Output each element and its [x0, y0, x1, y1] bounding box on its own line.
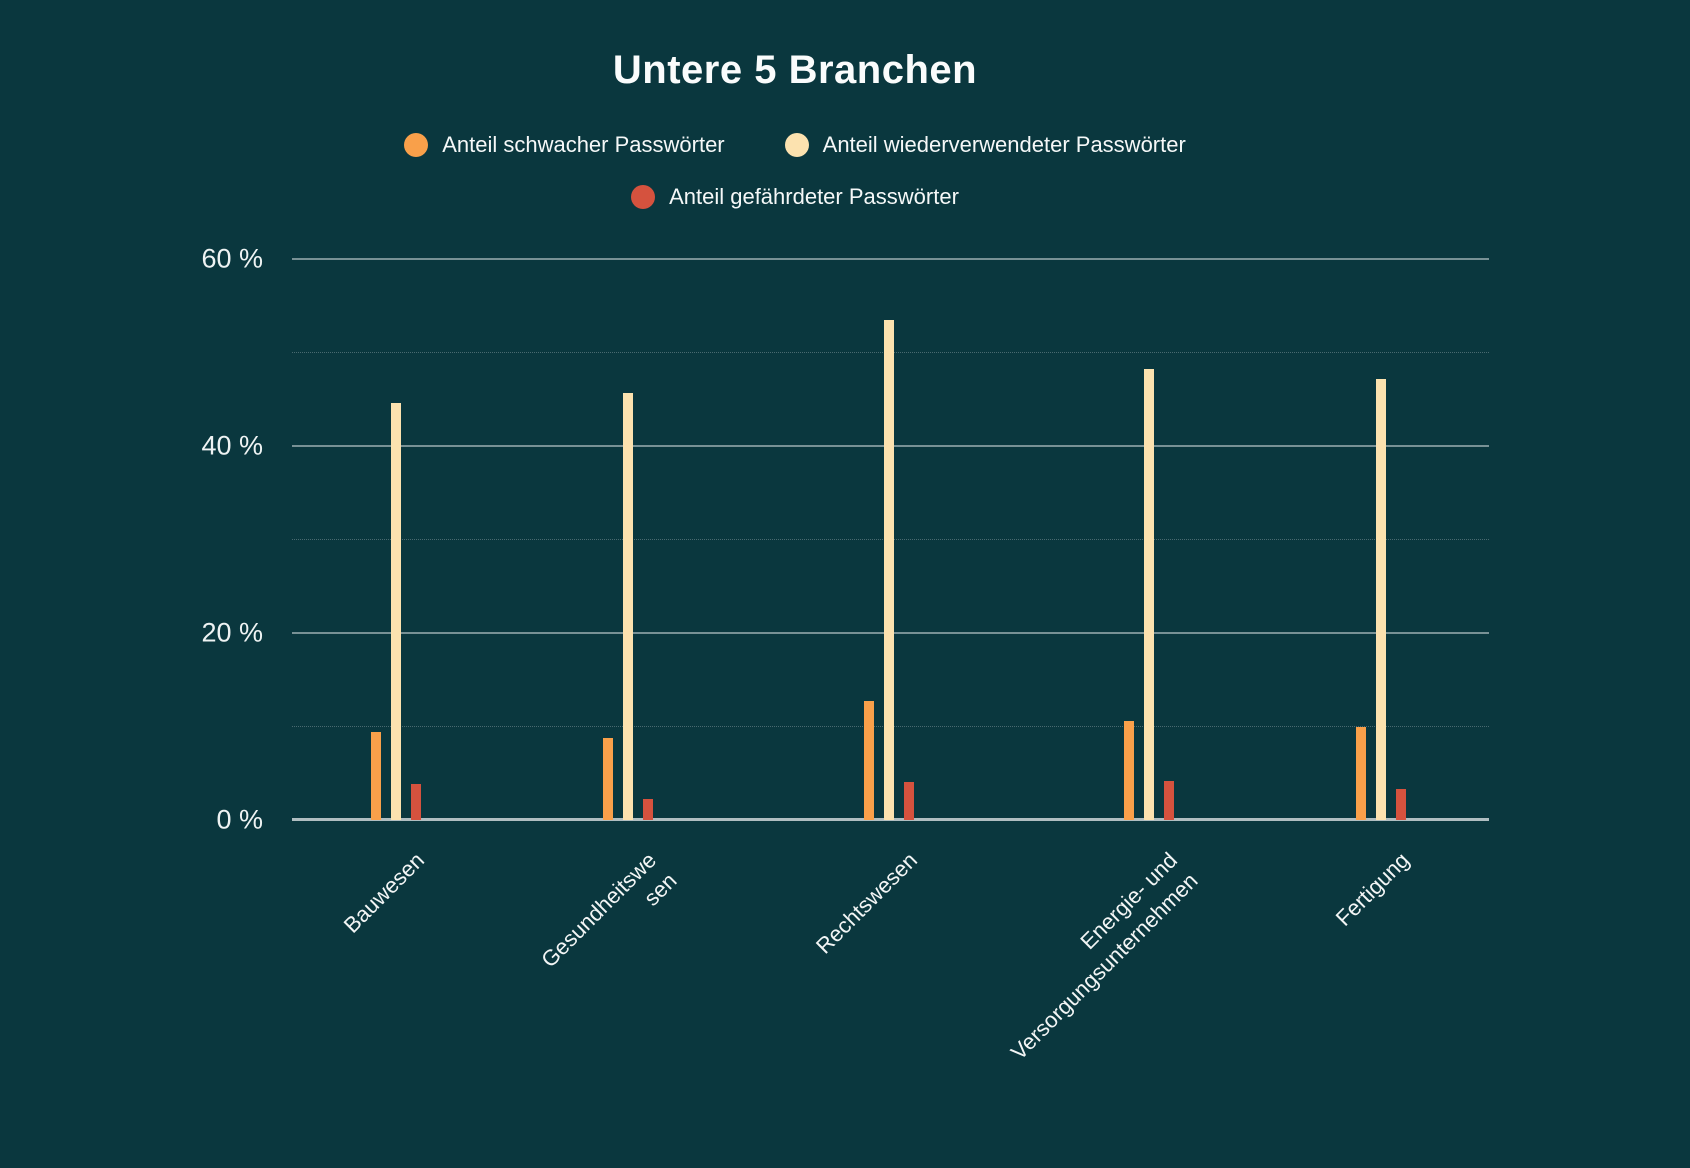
legend-label-weak: Anteil schwacher Passwörter	[442, 132, 725, 157]
bar-exposed-fertigung	[1396, 789, 1406, 820]
bar-reused-rechtswesen	[884, 319, 894, 820]
bar-weak-gesundheitswesen	[603, 737, 613, 820]
legend-item-exposed: Anteil gefährdeter Passwörter	[631, 184, 959, 210]
y-tick-label-60: 60 %	[201, 243, 263, 274]
plot-area	[292, 258, 1489, 821]
y-tick-label-20: 20 %	[201, 617, 263, 648]
y-tick-label-40: 40 %	[201, 430, 263, 461]
legend: Anteil schwacher Passwörter Anteil wieder…	[0, 132, 1590, 210]
legend-row: Anteil schwacher Passwörter Anteil wieder…	[0, 132, 1590, 158]
bar-reused-fertigung	[1376, 378, 1386, 820]
bar-exposed-bauwesen	[411, 784, 421, 820]
legend-item-weak: Anteil schwacher Passwörter	[404, 132, 725, 158]
bar-reused-energie-und-versorgungsunternehmen	[1144, 369, 1154, 820]
bar-weak-fertigung	[1356, 727, 1366, 820]
legend-dot-weak	[404, 133, 429, 157]
bar-weak-bauwesen	[371, 732, 381, 820]
bar-weak-energie-und-versorgungsunternehmen	[1124, 720, 1134, 820]
y-tick-label-0: 0 %	[216, 804, 263, 835]
chart-title: Untere 5 Branchen	[612, 48, 978, 92]
gridline-60	[292, 258, 1489, 260]
legend-dot-reused	[784, 133, 809, 157]
legend-label-exposed: Anteil gefährdeter Passwörter	[669, 184, 959, 209]
legend-row: Anteil gefährdeter Passwörter	[0, 184, 1590, 210]
bar-reused-gesundheitswesen	[623, 392, 633, 820]
bar-weak-rechtswesen	[864, 701, 874, 820]
legend-dot-exposed	[631, 185, 656, 209]
bar-reused-bauwesen	[391, 403, 401, 820]
bar-exposed-rechtswesen	[904, 781, 914, 820]
legend-label-reused: Anteil wiederverwendeter Passwörter	[822, 132, 1186, 157]
bar-exposed-gesundheitswesen	[643, 799, 653, 820]
legend-item-reused: Anteil wiederverwendeter Passwörter	[784, 132, 1186, 158]
bar-exposed-energie-und-versorgungsunternehmen	[1164, 780, 1174, 820]
chart-header: Untere 5 Branchen Anteil schwacher Passw…	[0, 0, 1590, 236]
